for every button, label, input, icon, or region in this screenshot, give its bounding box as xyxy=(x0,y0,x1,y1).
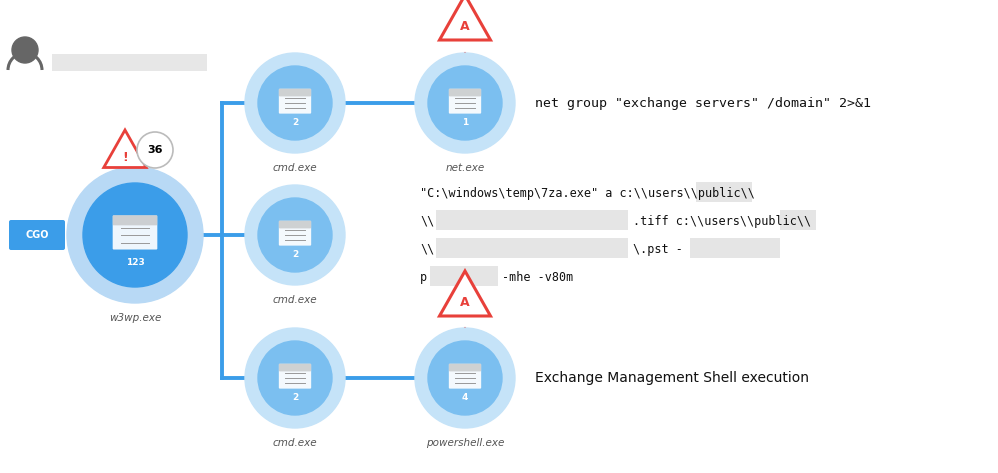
FancyBboxPatch shape xyxy=(690,238,780,258)
Text: \\: \\ xyxy=(420,243,434,255)
Circle shape xyxy=(415,328,515,428)
Text: cmd.exe: cmd.exe xyxy=(272,163,317,173)
FancyBboxPatch shape xyxy=(436,210,628,230)
Text: w3wp.exe: w3wp.exe xyxy=(109,313,162,323)
FancyBboxPatch shape xyxy=(9,220,65,250)
FancyBboxPatch shape xyxy=(430,266,498,286)
Polygon shape xyxy=(104,130,147,167)
Circle shape xyxy=(258,198,332,272)
FancyBboxPatch shape xyxy=(696,182,752,202)
Circle shape xyxy=(415,53,515,153)
Text: \.pst -: \.pst - xyxy=(633,243,683,255)
FancyBboxPatch shape xyxy=(449,364,481,371)
Text: A: A xyxy=(460,20,470,33)
Text: cmd.exe: cmd.exe xyxy=(272,438,317,448)
Circle shape xyxy=(428,66,502,140)
FancyBboxPatch shape xyxy=(436,238,628,258)
Text: \\: \\ xyxy=(420,214,434,228)
Text: -mhe -v80m: -mhe -v80m xyxy=(502,271,573,283)
Text: powershell.exe: powershell.exe xyxy=(426,438,504,448)
FancyBboxPatch shape xyxy=(278,221,311,245)
Text: cmd.exe: cmd.exe xyxy=(272,295,317,305)
FancyBboxPatch shape xyxy=(278,364,311,371)
Text: A: A xyxy=(460,296,470,309)
Text: p: p xyxy=(420,271,427,283)
Circle shape xyxy=(245,328,345,428)
Text: .tiff c:\\users\\public\\: .tiff c:\\users\\public\\ xyxy=(633,214,811,228)
Circle shape xyxy=(245,185,345,285)
Text: 2: 2 xyxy=(291,393,298,402)
FancyBboxPatch shape xyxy=(449,364,481,389)
Polygon shape xyxy=(439,271,490,316)
Circle shape xyxy=(83,183,187,287)
FancyBboxPatch shape xyxy=(449,88,481,114)
Text: !: ! xyxy=(122,150,128,164)
Text: Exchange Management Shell execution: Exchange Management Shell execution xyxy=(535,371,809,385)
FancyBboxPatch shape xyxy=(780,210,816,230)
Circle shape xyxy=(12,37,38,63)
FancyBboxPatch shape xyxy=(278,88,311,96)
FancyBboxPatch shape xyxy=(278,221,311,228)
FancyBboxPatch shape xyxy=(52,54,207,71)
FancyBboxPatch shape xyxy=(278,364,311,389)
FancyBboxPatch shape xyxy=(449,88,481,96)
Text: net.exe: net.exe xyxy=(445,163,485,173)
Text: 4: 4 xyxy=(462,393,468,402)
Circle shape xyxy=(245,53,345,153)
Circle shape xyxy=(428,341,502,415)
Circle shape xyxy=(137,132,173,168)
Text: net group "exchange servers" /domain" 2>&1: net group "exchange servers" /domain" 2>… xyxy=(535,96,871,110)
FancyBboxPatch shape xyxy=(278,88,311,114)
Text: 2: 2 xyxy=(291,118,298,127)
Circle shape xyxy=(258,341,332,415)
FancyBboxPatch shape xyxy=(113,215,158,250)
Text: "C:\windows\temp\7za.exe" a c:\\users\\public\\: "C:\windows\temp\7za.exe" a c:\\users\\p… xyxy=(420,186,754,200)
Circle shape xyxy=(67,167,203,303)
FancyBboxPatch shape xyxy=(113,215,158,225)
Text: CGO: CGO xyxy=(25,230,49,240)
Polygon shape xyxy=(439,0,490,40)
Circle shape xyxy=(258,66,332,140)
Text: 36: 36 xyxy=(148,145,163,155)
Text: 1: 1 xyxy=(462,118,468,127)
Text: 2: 2 xyxy=(291,250,298,259)
Text: 123: 123 xyxy=(126,257,145,267)
